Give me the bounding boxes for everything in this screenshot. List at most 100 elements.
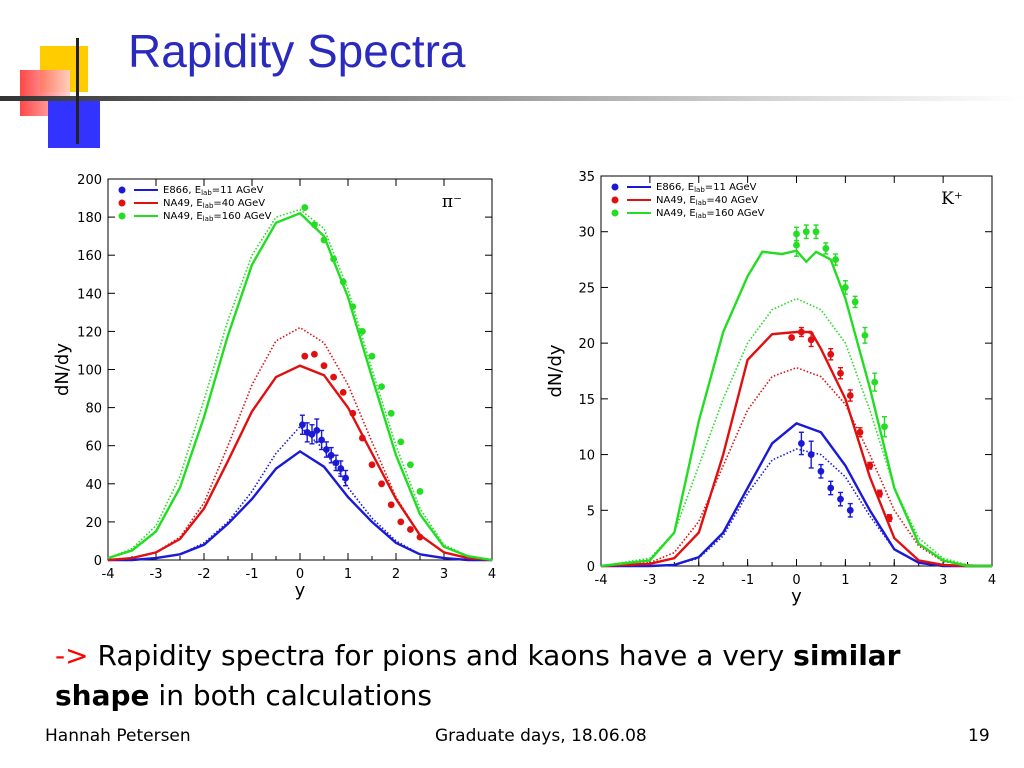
bullet-bold-similar: similar [793,639,901,672]
c1-legend-label-2: NA49, Elab=160 AGeV [656,208,765,220]
c0-series-1-data-point [330,373,337,381]
c0-x-tick-label: -3 [150,567,163,582]
c0-series-1-data-point [378,480,385,488]
c0-series-2-data-point [368,352,376,360]
c0-y-tick-label: 100 [77,364,102,379]
decor-blue-square [48,96,100,148]
footer-page-number: 19 [968,726,990,746]
c1-y-tick-label: 10 [578,449,595,464]
c0-series-1-data-point [416,533,424,541]
c1-y-tick-label: 0 [587,560,595,575]
c0-series-2-data-point [416,488,424,495]
c0-x-tick-label: 3 [440,567,448,582]
c1-series-2-data-point [802,228,810,236]
c0-series-2-data-point [359,328,366,335]
c0-series-2-data-point [378,383,385,391]
c0-series-2-data-point [339,278,347,286]
c1-legend-marker-2 [611,209,619,217]
bullet-part-1: Rapidity spectra for pions and kaons hav… [88,639,794,672]
decor-vertical-line [76,38,79,144]
c1-legend-label-0: E866, Elab=11 AGeV [656,182,757,194]
c0-series-1-data-point [397,518,405,526]
c0-series-2-data-point [301,204,309,211]
decor-horizontal-line [0,96,1024,101]
c0-series-1-data-point [387,501,395,509]
c0-y-tick-label: 160 [77,249,102,264]
c0-legend-marker-1 [118,199,126,207]
c0-series-2-data-point [397,438,405,446]
c0-series-2-data-point [330,255,337,263]
c1-y-tick-label: 30 [578,226,595,241]
c1-series-2-data-point [851,298,859,306]
c1-series-1-data-point [876,490,883,497]
c0-series-1-dotted-line [107,326,493,561]
c1-legend-label-1: NA49, Elab=40 AGeV [656,195,758,207]
c1-series-2-data-point [841,284,849,291]
c0-series-2-data-point [349,303,357,311]
c1-y-tick-label: 15 [578,393,595,408]
footer-author: Hannah Petersen [45,726,191,746]
c0-series-0-dotted-line [108,425,492,561]
c1-series-2-data-point [793,230,800,238]
c0-y-axis-label: dN/dy [52,343,73,396]
c0-x-tick-label: 0 [296,567,304,582]
c1-series-1-data-point [846,392,854,399]
c1-x-tick-label: 1 [841,573,849,588]
c0-series-2-dotted-line [107,208,493,561]
c0-legend-label-2: NA49, Elab=160 AGeV [163,211,272,223]
c0-series-0-data-point [332,459,340,467]
c0-legend-marker-0 [118,186,126,194]
c0-series-0-data-point [313,427,321,434]
c1-series-2-data-point [822,245,830,252]
c1-series-1-dotted-line [600,366,993,567]
c1-x-tick-label: 3 [939,573,947,588]
c1-x-axis-label: y [791,586,802,607]
c0-series-1-data-point [339,388,347,396]
c0-y-tick-label: 60 [85,440,102,455]
c1-series-1-data-point [885,514,893,522]
c0-series-1-data-point [407,526,414,533]
c1-series-2-data-point [812,228,820,236]
c1-legend-marker-1 [611,196,619,204]
c0-series-0-data-point [299,421,306,429]
c1-series-0-data-point [846,506,854,514]
c0-series-1-data-point [301,352,309,360]
c0-series-0-data-point [318,436,325,444]
c0-series-2-data-point [407,461,414,469]
c1-series-1-data-point [788,334,796,341]
c1-series-0-data-point [837,495,844,503]
c0-legend-label-0: E866, Elab=11 AGeV [163,185,264,197]
c0-y-tick-label: 40 [85,478,102,493]
c0-x-tick-label: 4 [488,567,496,582]
c0-series-1-data-point [368,461,376,469]
c1-series-0-data-point [817,467,825,475]
c1-series-0-dotted-line [601,448,992,567]
c1-series-1-data-point [866,462,874,470]
c0-series-2-data-point [311,221,318,229]
c0-series-0-data-point [323,446,330,453]
c0-y-tick-label: 200 [77,173,102,188]
c1-particle-label: K⁺ [941,189,963,209]
c0-series-1-data-point [320,362,328,370]
c1-series-1-data-point [837,369,844,377]
footer-event: Graduate days, 18.06.08 [435,726,647,746]
c0-series-2-data-point [320,236,328,244]
bullet-text: -> Rapidity spectra for pions and kaons … [55,636,995,716]
bullet-arrow: -> [55,639,89,672]
c0-x-tick-label: 1 [344,567,352,582]
c0-legend-label-1: NA49, Elab=40 AGeV [163,198,265,210]
c0-series-1-data-point [359,434,366,442]
c0-x-tick-label: -2 [198,567,211,582]
c1-series-2-data-point [861,331,869,339]
c1-series-2-data-point [881,423,888,431]
pion-rapidity-chart: -4 -3 -2 -1 0 1 2 3 4020406080100120140160180200… [52,173,496,601]
c0-series-0-data-point [327,451,335,459]
c0-series-0-data-point [342,474,349,482]
c1-x-tick-label: -3 [643,573,656,588]
c1-series-1-data-point [807,336,815,344]
c1-series-2-data-point [793,241,800,249]
c1-series-0-solid-line [601,422,992,568]
c0-series-0-data-point [308,430,316,438]
c1-y-axis-label: dN/dy [545,344,566,397]
c1-series-2-dotted-line [600,297,993,567]
